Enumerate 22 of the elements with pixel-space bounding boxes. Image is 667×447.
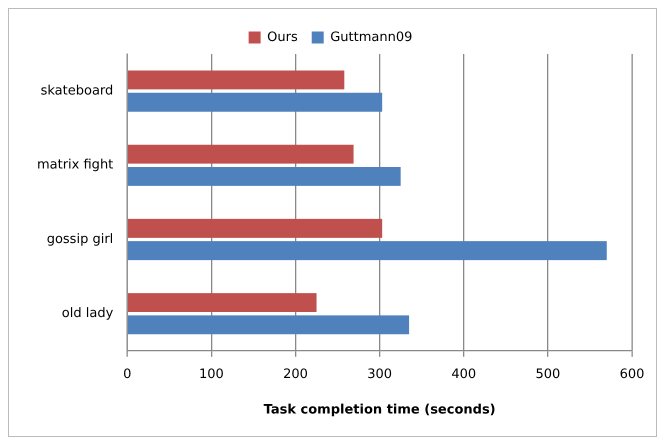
bar bbox=[128, 293, 317, 312]
bar bbox=[128, 92, 382, 112]
bar bbox=[128, 218, 382, 238]
x-axis-title: Task completion time (seconds) bbox=[264, 402, 496, 418]
x-tick-label: 400 bbox=[451, 366, 476, 382]
x-tick-label: 200 bbox=[283, 366, 308, 382]
bar bbox=[128, 241, 607, 260]
x-tick-label: 300 bbox=[367, 366, 392, 382]
legend-label: Guttmann09 bbox=[330, 30, 412, 45]
x-tick-label: 0 bbox=[123, 366, 132, 382]
y-tick-label: matrix fight bbox=[36, 158, 114, 173]
legend-label: Ours bbox=[267, 30, 298, 45]
bar bbox=[128, 70, 344, 90]
bar bbox=[128, 315, 410, 334]
bar bbox=[128, 166, 401, 186]
y-tick-label: gossip girl bbox=[46, 232, 114, 247]
y-tick-label: old lady bbox=[62, 306, 114, 322]
x-tick-label: 600 bbox=[620, 366, 644, 382]
x-tick-label: 500 bbox=[535, 366, 560, 382]
y-tick-label: skateboard bbox=[40, 83, 114, 98]
x-tick-label: 100 bbox=[198, 366, 224, 382]
bar bbox=[128, 144, 354, 164]
